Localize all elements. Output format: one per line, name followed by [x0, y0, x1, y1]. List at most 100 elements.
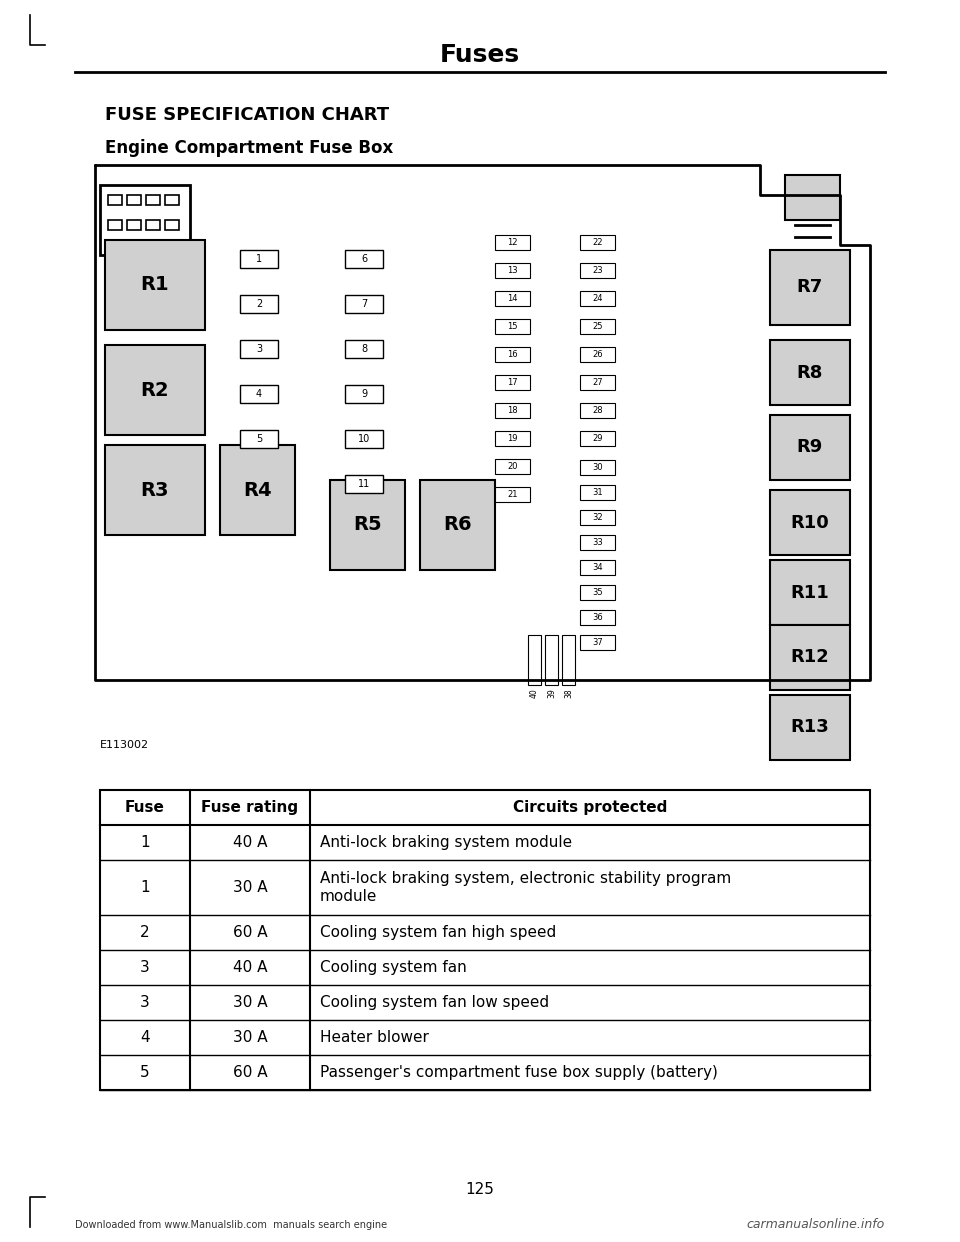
- Text: 12: 12: [507, 238, 517, 247]
- Text: 37: 37: [592, 638, 603, 647]
- Bar: [495, 375, 530, 390]
- Text: 29: 29: [592, 433, 603, 443]
- Bar: [495, 263, 530, 278]
- Bar: [127, 195, 141, 205]
- Text: 6: 6: [361, 255, 367, 265]
- Text: 39: 39: [547, 688, 556, 698]
- Text: 1: 1: [140, 835, 150, 850]
- Bar: [580, 375, 615, 390]
- Bar: [495, 402, 530, 419]
- Text: 15: 15: [507, 322, 517, 332]
- Bar: [770, 340, 850, 405]
- Bar: [495, 235, 530, 250]
- Bar: [165, 220, 179, 230]
- Text: Circuits protected: Circuits protected: [513, 800, 667, 815]
- Bar: [240, 250, 278, 268]
- Bar: [580, 535, 615, 550]
- Text: 3: 3: [140, 995, 150, 1010]
- Text: R13: R13: [791, 719, 829, 737]
- Bar: [545, 635, 558, 686]
- Text: R6: R6: [444, 515, 471, 534]
- Text: 4: 4: [140, 1030, 150, 1045]
- Bar: [770, 625, 850, 691]
- Text: 24: 24: [592, 294, 603, 303]
- Bar: [345, 385, 383, 402]
- Text: R1: R1: [141, 276, 169, 294]
- Text: 40: 40: [530, 688, 539, 698]
- Text: 5: 5: [256, 433, 262, 443]
- Bar: [146, 220, 160, 230]
- Text: 35: 35: [592, 587, 603, 597]
- Bar: [580, 319, 615, 334]
- Bar: [785, 175, 840, 220]
- Bar: [580, 635, 615, 650]
- Text: R5: R5: [353, 515, 382, 534]
- Bar: [240, 385, 278, 402]
- Text: FUSE SPECIFICATION CHART: FUSE SPECIFICATION CHART: [105, 106, 389, 124]
- Bar: [580, 460, 615, 474]
- Text: 13: 13: [507, 266, 517, 274]
- Bar: [770, 560, 850, 625]
- Text: 125: 125: [466, 1182, 494, 1197]
- Bar: [495, 319, 530, 334]
- Text: R12: R12: [791, 648, 829, 667]
- Bar: [580, 484, 615, 501]
- Text: 33: 33: [592, 538, 603, 546]
- Text: 60 A: 60 A: [232, 925, 267, 940]
- Bar: [495, 347, 530, 361]
- Text: Engine Compartment Fuse Box: Engine Compartment Fuse Box: [105, 139, 394, 156]
- Text: Fuses: Fuses: [440, 43, 520, 67]
- Bar: [495, 460, 530, 474]
- Bar: [770, 696, 850, 760]
- Text: 5: 5: [140, 1064, 150, 1081]
- Bar: [105, 240, 205, 330]
- Bar: [240, 340, 278, 358]
- Bar: [240, 430, 278, 448]
- Text: 30 A: 30 A: [232, 995, 267, 1010]
- Text: 27: 27: [592, 378, 603, 388]
- Text: R10: R10: [791, 513, 829, 532]
- Text: R9: R9: [797, 438, 823, 457]
- Text: 4: 4: [256, 389, 262, 399]
- Bar: [105, 445, 205, 535]
- Bar: [100, 185, 190, 255]
- Text: R2: R2: [141, 380, 169, 400]
- Text: Heater blower: Heater blower: [320, 1030, 429, 1045]
- Bar: [495, 291, 530, 306]
- Bar: [220, 445, 295, 535]
- Text: 32: 32: [592, 513, 603, 522]
- Bar: [240, 296, 278, 313]
- Bar: [580, 431, 615, 446]
- Text: 40 A: 40 A: [232, 835, 267, 850]
- Text: 31: 31: [592, 488, 603, 497]
- Text: 1: 1: [140, 881, 150, 895]
- Text: 20: 20: [507, 462, 517, 471]
- Bar: [580, 402, 615, 419]
- Text: 25: 25: [592, 322, 603, 332]
- Text: Passenger's compartment fuse box supply (battery): Passenger's compartment fuse box supply …: [320, 1064, 718, 1081]
- Text: 26: 26: [592, 350, 603, 359]
- Bar: [580, 510, 615, 525]
- Bar: [495, 487, 530, 502]
- Text: 2: 2: [256, 299, 262, 309]
- Text: R7: R7: [797, 278, 823, 297]
- Bar: [580, 291, 615, 306]
- Text: 9: 9: [361, 389, 367, 399]
- Text: Cooling system fan high speed: Cooling system fan high speed: [320, 925, 556, 940]
- Bar: [528, 635, 541, 686]
- Text: carmanualsonline.info: carmanualsonline.info: [747, 1218, 885, 1232]
- Bar: [345, 250, 383, 268]
- Bar: [165, 195, 179, 205]
- Text: E113002: E113002: [100, 740, 149, 750]
- Text: 16: 16: [507, 350, 517, 359]
- Bar: [580, 263, 615, 278]
- Bar: [108, 220, 122, 230]
- Text: 7: 7: [361, 299, 367, 309]
- Bar: [495, 431, 530, 446]
- Bar: [420, 479, 495, 570]
- Bar: [770, 250, 850, 325]
- Text: Cooling system fan: Cooling system fan: [320, 960, 467, 975]
- Text: 3: 3: [256, 344, 262, 354]
- Bar: [105, 345, 205, 435]
- Text: 23: 23: [592, 266, 603, 274]
